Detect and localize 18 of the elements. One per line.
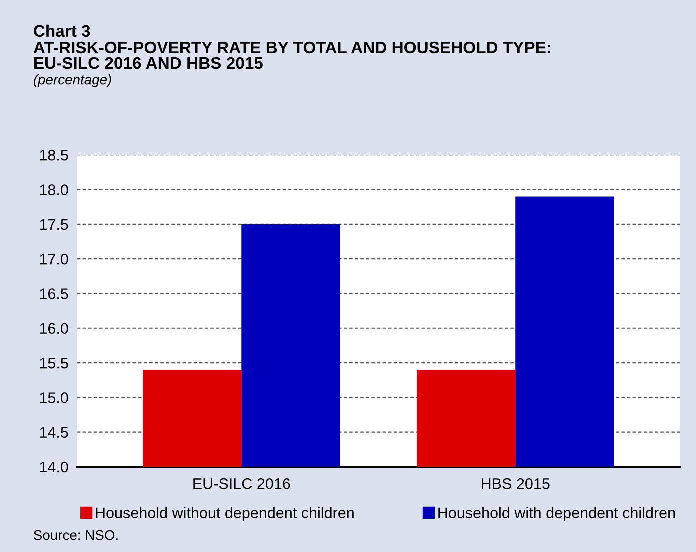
y-tick-label: 15.0 [40, 392, 68, 404]
y-tick-label: 14.5 [40, 427, 68, 438]
source-note: Source: NSO. [34, 530, 118, 540]
y-tick-label: 18.5 [40, 150, 68, 161]
chart-title: Chart 3 [34, 24, 90, 38]
x-tick-label: EU-SILC 2016 [194, 478, 290, 490]
x-tick-label: HBS 2015 [482, 478, 550, 490]
y-tick-label: 16.0 [40, 323, 68, 334]
legend-label: Household with dependent children [438, 507, 676, 522]
chart-subtitle: AT-RISK-OF-POVERTY RATE BY TOTAL AND HOUSEHOLD TYPE: EU-SILC 2016 AND HBS 2015 [34, 42, 550, 70]
y-tick-label: 16.5 [40, 288, 68, 300]
y-tick-label: 17.5 [40, 219, 68, 230]
y-tick-label: 15.5 [40, 358, 68, 369]
y-tick-label: 17.0 [40, 254, 68, 265]
y-tick-label: 18.0 [40, 184, 68, 196]
legend-label: Household without dependent children [96, 507, 354, 522]
y-axis-title: (percentage) [34, 74, 112, 88]
y-tick-label: 14.0 [40, 462, 68, 473]
